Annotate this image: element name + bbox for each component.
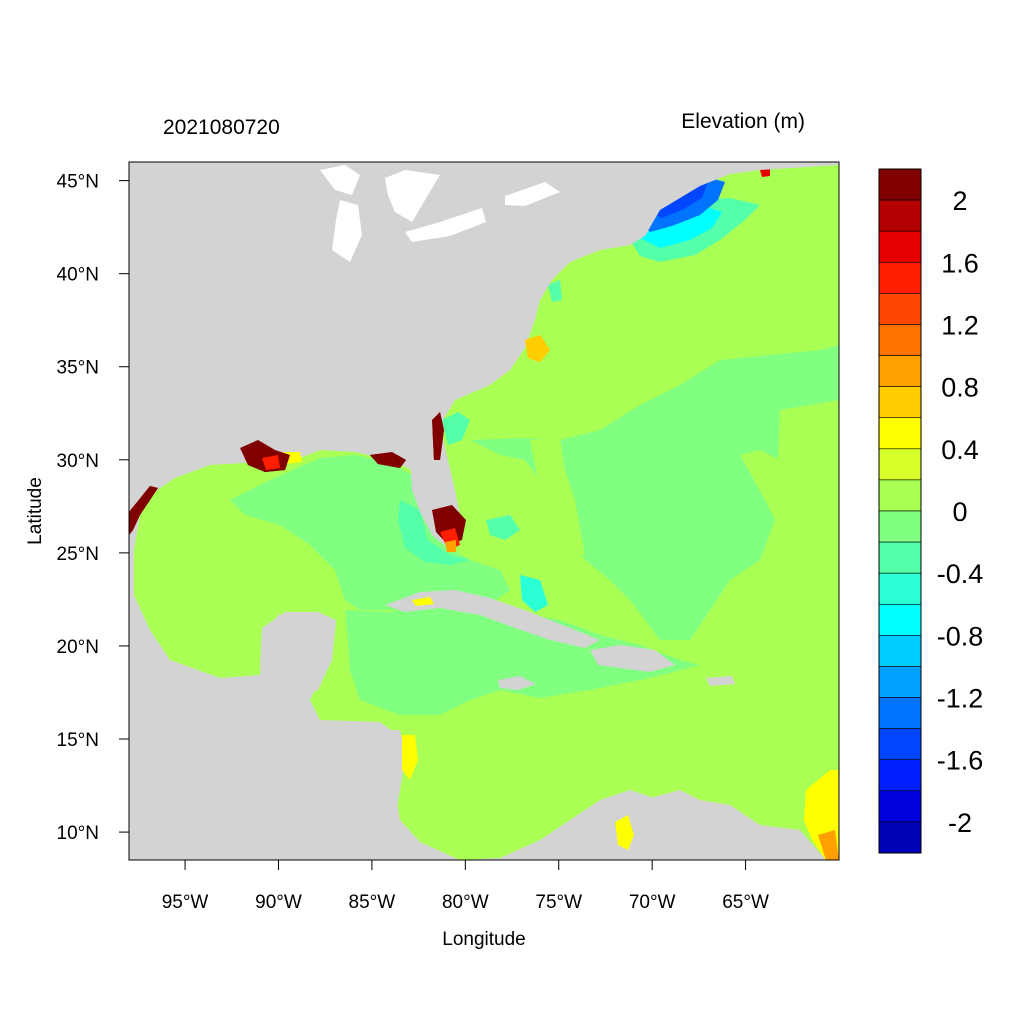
colorbar: 2 1.6 1.2 0.8 0.4 0 -0.4 -0.8 -1.2 -1.6 -2 [878,168,984,854]
chesapeake-low [548,280,562,302]
colorbar-swatch [878,417,922,450]
map-frame [128,161,840,861]
gulf-of-maine-deepest [650,182,708,218]
florida-surge-orange [445,540,456,552]
x-axis-ticks: 95°W 90°W 85°W 80°W 75°W 70°W 65°W [162,860,769,913]
bahamas-bank [520,575,548,612]
colorbar-swatch [878,790,922,823]
gulf-of-maine-lower [640,205,722,248]
colorbar-swatch [878,168,922,201]
colorbar-swatch [878,510,922,543]
x-tick-label: 75°W [535,892,582,913]
colorbar-tick-label: 0.4 [941,435,979,465]
east-coast-low [442,412,470,445]
y-tick-label: 45°N [57,172,99,193]
florida-bahamas-low [398,500,470,565]
y-axis-ticks: 45°N 40°N 35°N 30°N 25°N 20°N 15°N 10°N [57,172,129,844]
y-tick-label: 30°N [57,451,99,472]
y-tick-label: 35°N [57,358,99,379]
atlantic-band [470,345,839,640]
antilles-surge-orange [818,830,839,860]
louisiana-surge-red-top [262,455,280,470]
colorbar-tick-label: 1.6 [941,248,979,278]
texas-surge-top [129,486,158,535]
map-panel [129,162,839,860]
colorbar-swatch [878,261,922,294]
colorbar-swatch [878,666,922,698]
x-tick-label: 85°W [349,892,396,913]
land-hispaniola [590,645,675,672]
x-axis-label: Longitude [442,929,525,950]
land-puerto-rico [706,676,735,686]
caribbean-interior [345,600,700,715]
y-tick-label: 10°N [57,823,99,844]
cuba-surge [412,597,434,606]
gulf-interior [230,455,510,610]
colorbar-swatch [878,479,922,512]
colorbar-tick-label: -0.8 [937,621,984,651]
colorbar-swatch [878,324,922,356]
x-tick-label: 70°W [629,892,676,913]
colorbar-swatch [878,293,922,325]
colorbar-tick-label: 1.2 [941,310,979,340]
colorbar-swatch [878,355,922,387]
panhandle-surge-top [370,452,406,468]
nova-scotia-surge [760,168,770,177]
colorbar-tick-label: -0.4 [937,559,984,589]
land-jamaica [498,676,536,690]
colorbar-swatch [878,230,922,263]
honduras-coast-surge [402,735,418,780]
georgia-coast-surge-top [432,412,444,460]
colorbar-swatch [878,603,922,636]
colorbar-swatch [878,448,922,481]
y-tick-label: 25°N [57,544,99,565]
carolina-surge-top [525,335,550,362]
land-south-america [460,790,826,860]
x-tick-label: 65°W [722,892,769,913]
maracaibo-surge [615,815,634,850]
colorbar-tick-label: 0 [952,497,967,527]
x-tick-label: 90°W [255,892,302,913]
x-tick-label: 80°W [442,892,489,913]
y-tick-label: 20°N [57,637,99,658]
right-title: Elevation (m) [681,110,805,133]
y-tick-label: 40°N [57,265,99,286]
y-tick-label: 15°N [57,730,99,751]
left-title: 2021080720 [163,116,280,139]
colorbar-tick-label: -1.6 [937,746,984,776]
colorbar-frame [878,168,922,854]
land-yucatan [260,612,336,698]
colorbar-tick-label: 2 [952,186,967,216]
colorbar-swatch [878,697,922,729]
ne-coast-land [129,162,839,500]
bahamas-bank-2 [486,515,520,540]
atlantic-southeast [700,400,839,660]
colorbar-tick-label: -1.2 [937,684,984,714]
atlantic-high-patch [530,438,585,560]
colorbar-swatch [878,541,922,574]
florida-surge-high [432,505,466,545]
colorbar-swatch [878,386,922,419]
colorbar-tick-label: 0.8 [941,373,979,403]
colorbar-swatch [878,759,922,792]
land-central-america [129,712,420,860]
land-cuba [385,590,600,648]
x-tick-label: 95°W [162,892,209,913]
colorbar-swatch [878,728,922,761]
colorbar-swatch [878,635,922,667]
colorbar-swatch [878,199,922,232]
great-lakes-top [320,165,560,262]
colorbar-swatch [878,821,922,854]
y-axis-label: Latitude [25,477,46,545]
colorbar-swatch [878,572,922,605]
ocean-region [134,162,839,860]
colorbar-tick-label: -2 [948,808,972,838]
